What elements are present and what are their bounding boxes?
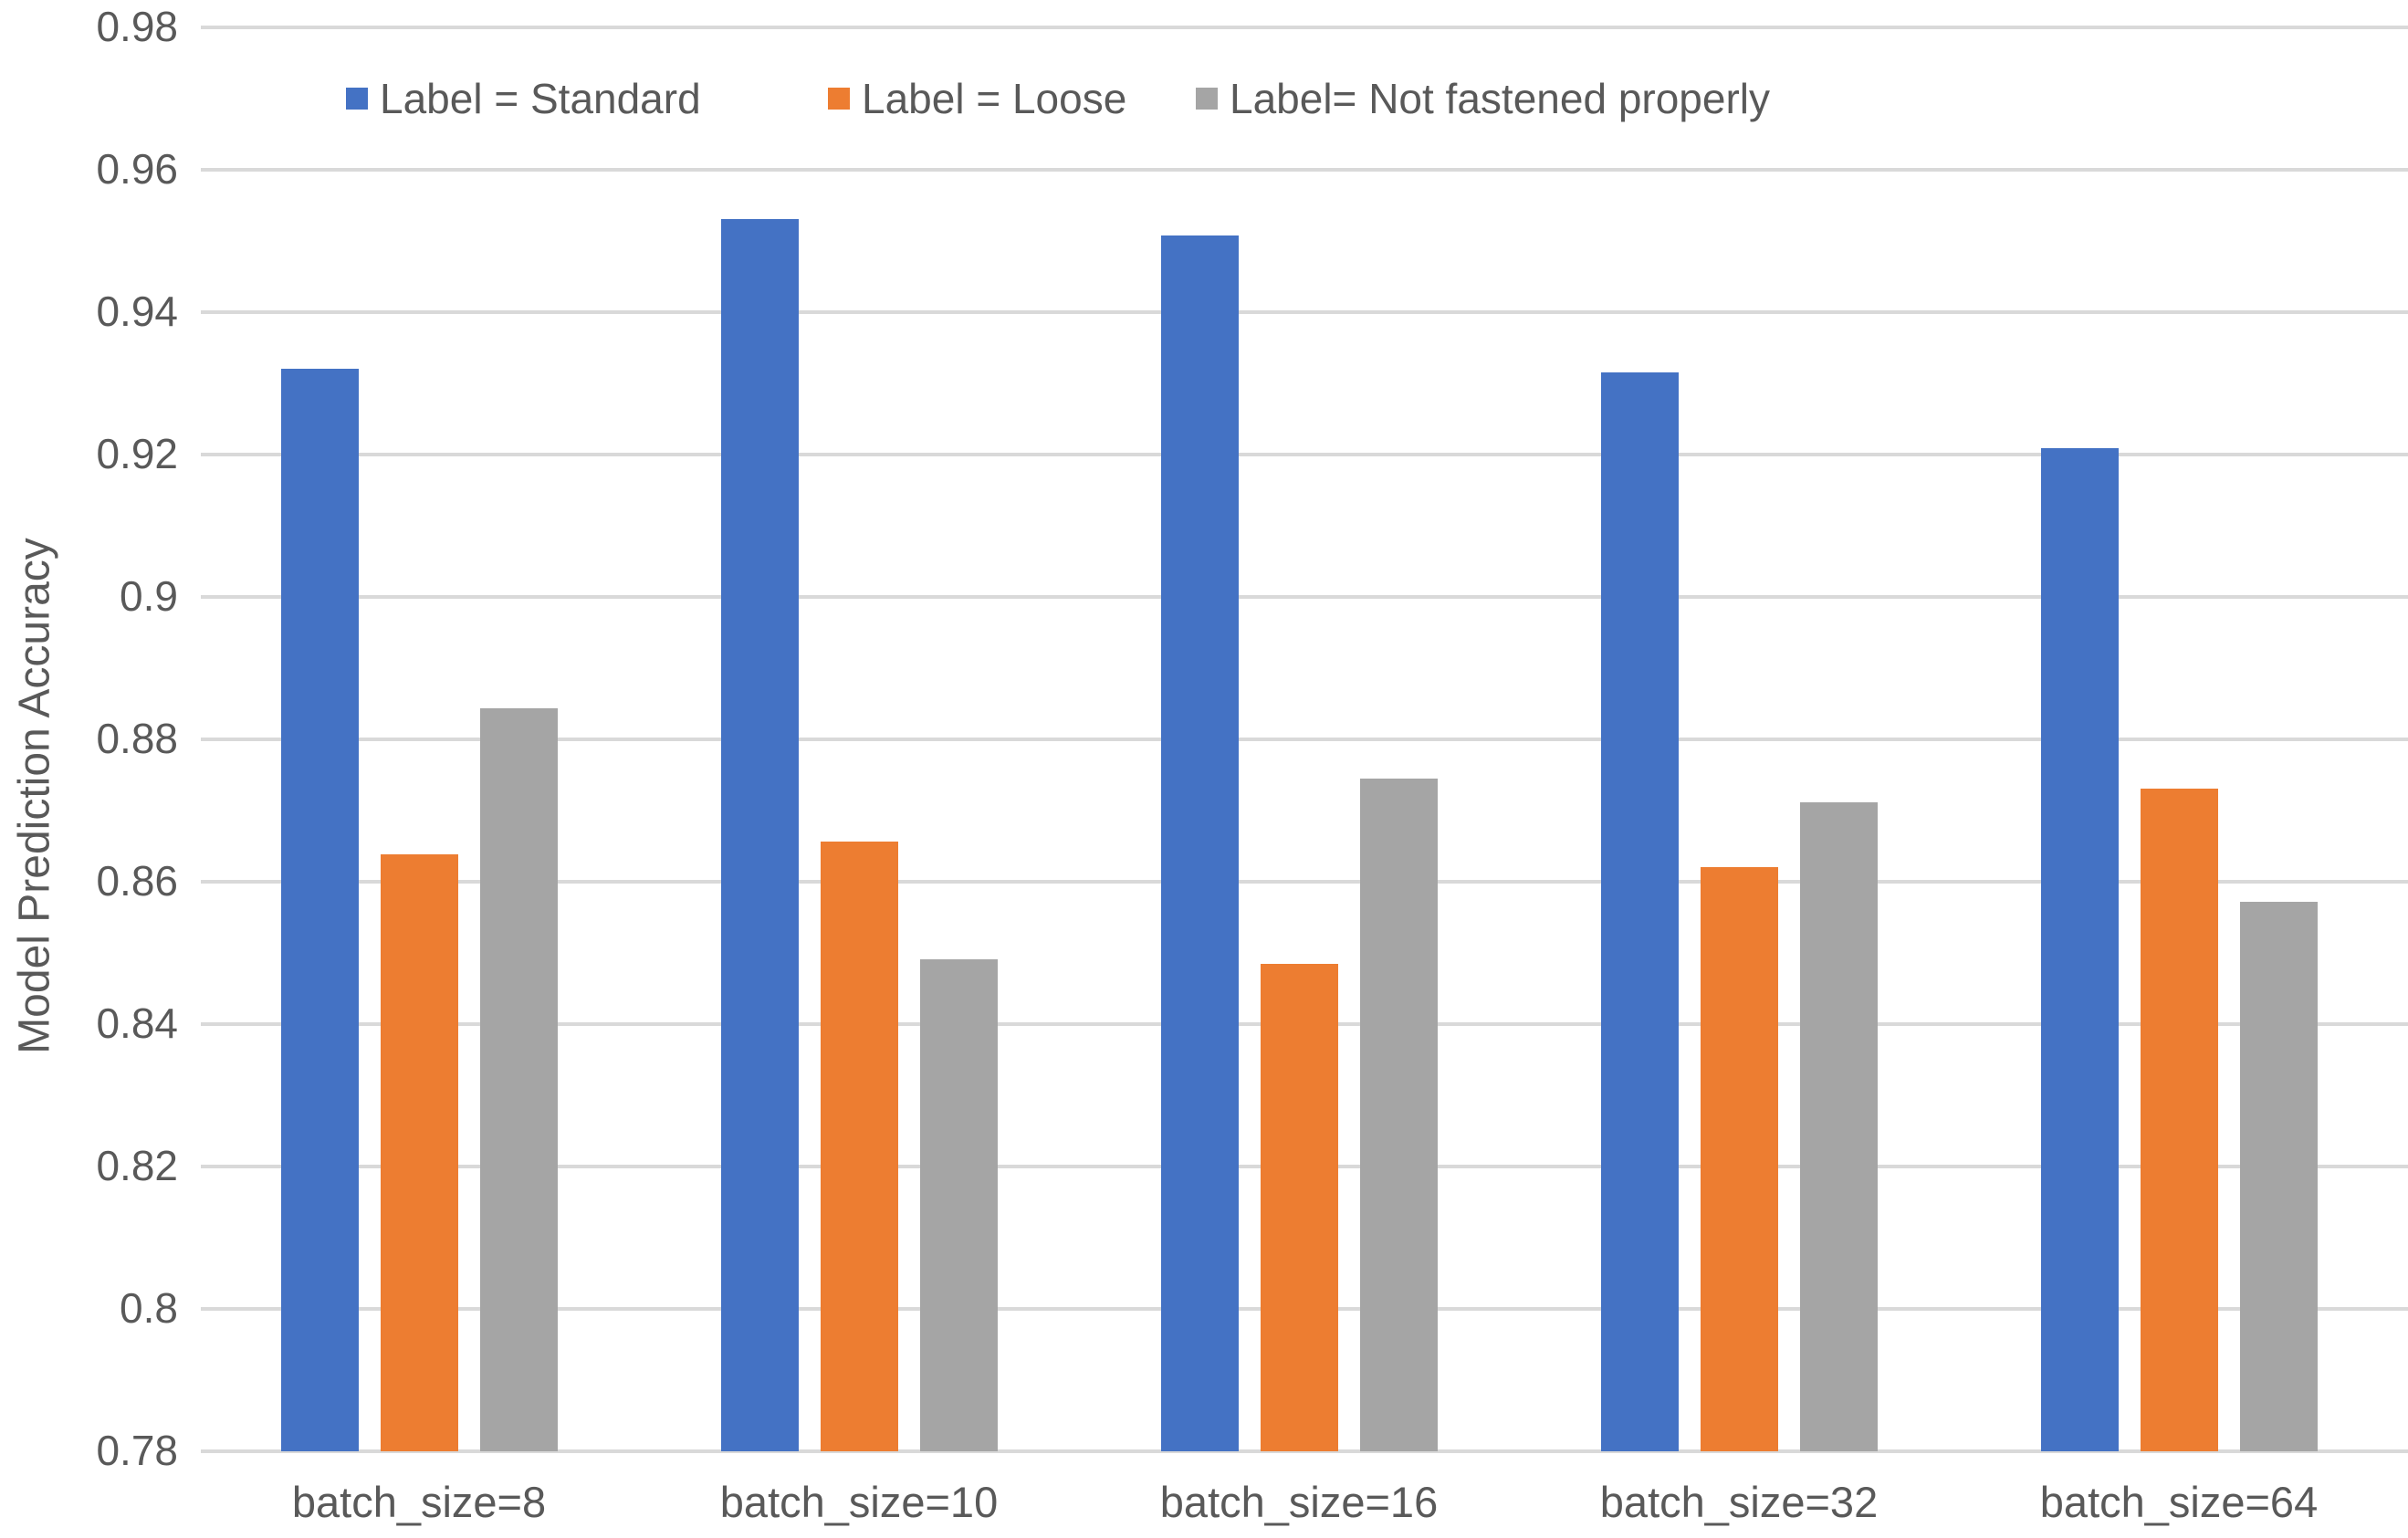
gridline	[201, 1449, 2408, 1453]
x-category-label: batch_size=10	[719, 1478, 999, 1526]
bar	[1260, 963, 1338, 1451]
y-tick-label: 0.92	[96, 429, 178, 477]
y-tick-label: 0.88	[96, 714, 178, 762]
legend-marker	[828, 88, 850, 110]
y-tick-label: 0.84	[96, 999, 178, 1047]
bar	[1600, 371, 1679, 1451]
y-tick-label: 0.8	[120, 1283, 178, 1332]
bar	[280, 369, 359, 1451]
bar	[1700, 866, 1778, 1451]
gridline	[201, 453, 2408, 456]
legend-label: Label = Loose	[862, 75, 1127, 122]
bar	[1799, 801, 1878, 1451]
legend-label: Label= Not fastened properly	[1230, 75, 1771, 122]
x-category-label: batch_size=32	[1599, 1478, 1879, 1526]
y-tick-label: 0.82	[96, 1141, 178, 1189]
legend-item: Label = Standard	[346, 74, 701, 123]
bar	[820, 841, 898, 1451]
bar	[2040, 447, 2119, 1451]
y-tick-label: 0.96	[96, 144, 178, 193]
bar	[919, 959, 998, 1451]
x-category-label: batch_size=16	[1159, 1478, 1439, 1526]
bar	[479, 708, 558, 1451]
y-tick-label: 0.78	[96, 1426, 178, 1474]
gridline	[201, 310, 2408, 314]
legend-marker	[346, 88, 368, 110]
legend-item: Label= Not fastened properly	[1196, 74, 1770, 123]
y-tick-label: 0.94	[96, 287, 178, 335]
gridline	[201, 880, 2408, 884]
gridline	[201, 26, 2408, 29]
bar	[1359, 778, 1438, 1451]
x-category-label: batch_size=8	[291, 1478, 547, 1526]
gridline	[201, 168, 2408, 172]
bar	[1160, 235, 1239, 1451]
gridline	[201, 595, 2408, 599]
bar	[720, 218, 799, 1451]
x-category-label: batch_size=64	[2039, 1478, 2319, 1526]
y-tick-label: 0.9	[120, 571, 178, 620]
legend-marker	[1196, 88, 1218, 110]
bar	[2140, 788, 2218, 1451]
bar	[380, 854, 458, 1451]
legend-label: Label = Standard	[380, 75, 701, 122]
legend-item: Label = Loose	[828, 74, 1126, 123]
bar	[2239, 901, 2318, 1451]
gridline	[201, 738, 2408, 741]
y-tick-label: 0.98	[96, 2, 178, 50]
y-tick-label: 0.86	[96, 856, 178, 905]
